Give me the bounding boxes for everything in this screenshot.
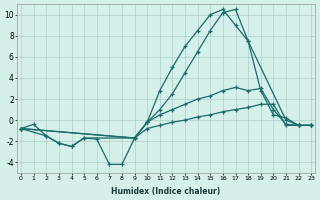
X-axis label: Humidex (Indice chaleur): Humidex (Indice chaleur) [111,187,221,196]
